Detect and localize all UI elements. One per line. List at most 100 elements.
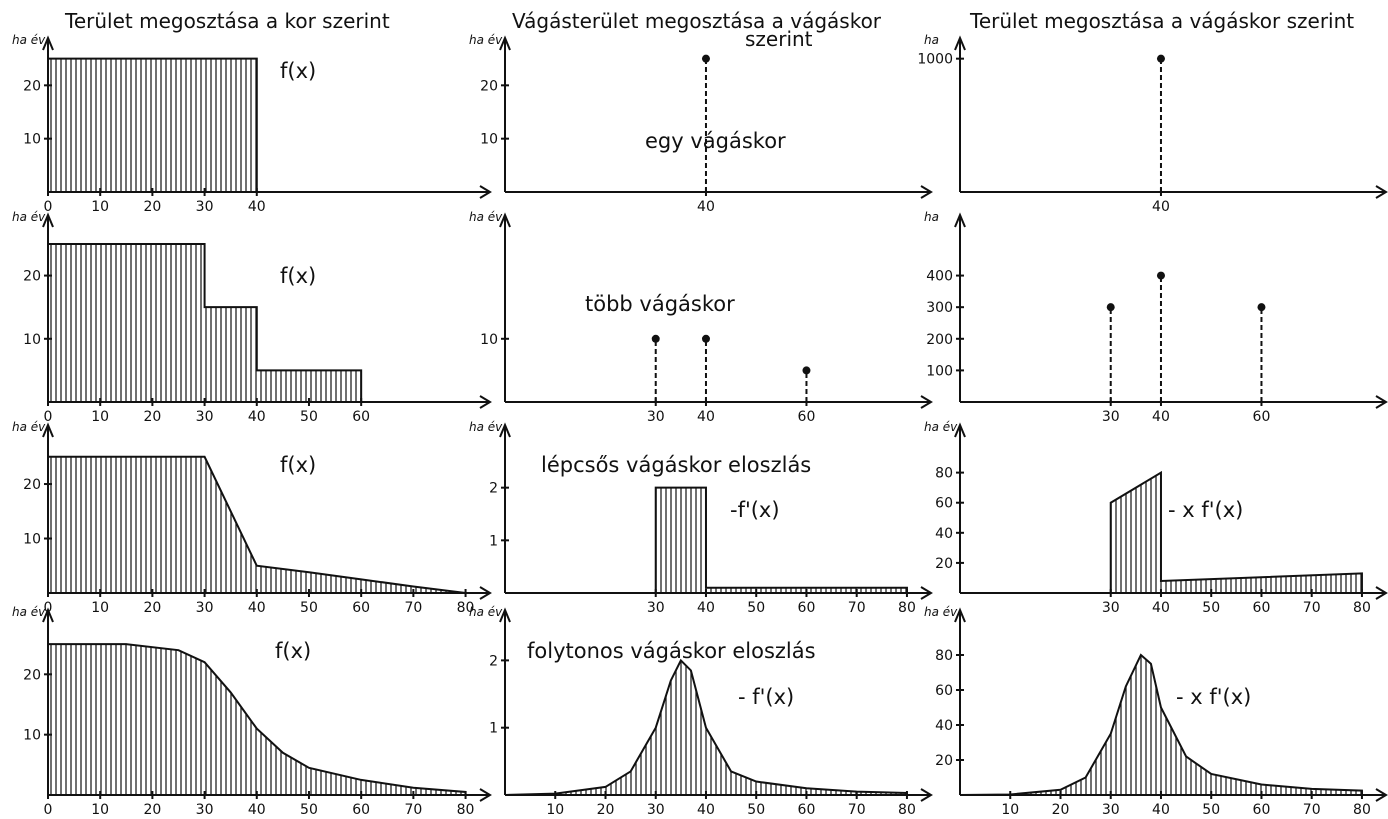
y-axis-arrow	[954, 422, 966, 438]
annotation-1: f(x)	[280, 453, 316, 477]
panel-r3c3: ha év 30 40 50 60 70 80 20 40 60 80 - x f'(x)	[924, 420, 1388, 616]
x-tick-label: 40	[248, 199, 266, 215]
x-tick-label: 0	[44, 409, 53, 425]
annotation-1: f(x)	[280, 59, 316, 83]
x-tick-label: 40	[1152, 409, 1170, 425]
x-tick-label: 50	[300, 600, 318, 616]
x-tick-label: 40	[697, 199, 715, 215]
x-tick-label: 70	[1303, 802, 1321, 818]
y-tick-label: 300	[926, 300, 953, 316]
y-tick-label: 40	[935, 718, 953, 734]
y-tick-label: 40	[935, 526, 953, 542]
area-fill	[48, 644, 466, 795]
area-outline	[1109, 470, 1363, 593]
y-tick-label: 2	[489, 481, 498, 497]
column-title-1: Terület megosztása a kor szerint	[64, 9, 390, 33]
stem-point-0	[1156, 54, 1165, 63]
panel-r2c1: ha év 0 10 20 30 40 50 60 10 20 f(x)	[12, 210, 492, 425]
x-tick-label: 60	[1253, 409, 1271, 425]
x-axis-arrow	[479, 788, 492, 802]
x-tick-label: 80	[898, 600, 916, 616]
x-tick-label: 50	[747, 802, 765, 818]
x-tick-label: 50	[300, 409, 318, 425]
x-tick-label: 30	[1102, 600, 1120, 616]
x-tick-label: 80	[457, 600, 475, 616]
panel-r1c2: ha év 40 10 20 egy vágáskor	[469, 33, 933, 215]
y-tick-label: 10	[23, 532, 41, 548]
x-tick-label: 20	[143, 802, 161, 818]
y-axis-label: ha	[924, 33, 939, 47]
y-tick-label: 10	[23, 728, 41, 744]
annotation-1: folytonos vágáskor eloszlás	[527, 639, 816, 663]
x-axis-arrow	[1375, 185, 1388, 199]
annotation-2: - f'(x)	[738, 685, 794, 709]
y-axis-arrow	[42, 212, 54, 228]
x-tick-label: 80	[457, 802, 475, 818]
x-tick-label: 30	[647, 409, 665, 425]
x-tick-label: 40	[248, 409, 266, 425]
x-tick-label: 30	[196, 199, 214, 215]
y-axis-label: ha	[924, 210, 939, 224]
x-axis-arrow	[479, 185, 492, 199]
x-tick-label: 40	[248, 600, 266, 616]
panel-r4c1: ha év 0 10 20 30 40 50 60 70 80 10 20 f(x)	[12, 605, 492, 818]
y-axis-arrow	[42, 607, 54, 623]
annotation-1: egy vágáskor	[645, 129, 786, 153]
x-tick-label: 50	[300, 802, 318, 818]
x-tick-label: 10	[91, 802, 109, 818]
x-tick-label: 50	[1202, 600, 1220, 616]
annotation-1: lépcsős vágáskor eloszlás	[541, 453, 811, 477]
x-tick-label: 80	[898, 802, 916, 818]
y-tick-label: 10	[23, 132, 41, 148]
y-tick-label: 200	[926, 332, 953, 348]
y-tick-label: 1	[489, 721, 498, 737]
y-axis-arrow	[954, 212, 966, 228]
x-tick-label: 30	[647, 802, 665, 818]
panel-r3c2: ha év 30 40 50 60 70 80 1 2 lépcsős vágáskor elos…	[469, 420, 933, 616]
x-tick-label: 30	[1102, 409, 1120, 425]
x-tick-label: 80	[1353, 600, 1371, 616]
x-axis-arrow	[920, 586, 933, 600]
x-tick-label: 70	[404, 802, 422, 818]
x-tick-label: 20	[143, 600, 161, 616]
x-tick-label: 20	[1052, 802, 1070, 818]
y-axis-arrow	[954, 607, 966, 623]
x-tick-label: 10	[1001, 802, 1019, 818]
column-title-3: Terület megosztása a vágáskor szerint	[969, 9, 1354, 33]
area-outline	[47, 242, 363, 402]
x-tick-label: 70	[848, 600, 866, 616]
x-tick-label: 30	[647, 600, 665, 616]
y-axis-label: ha év	[469, 420, 503, 434]
y-tick-label: 20	[23, 667, 41, 683]
x-axis-arrow	[1375, 788, 1388, 802]
y-tick-label: 20	[935, 753, 953, 769]
x-tick-label: 40	[1152, 199, 1170, 215]
x-tick-label: 60	[798, 409, 816, 425]
area-outline	[47, 455, 466, 594]
x-tick-label: 40	[697, 600, 715, 616]
x-tick-label: 60	[352, 409, 370, 425]
panel-r2c3: ha 30 40 60 100 200 300 400	[924, 210, 1388, 425]
x-tick-label: 60	[798, 802, 816, 818]
area-outline	[504, 658, 908, 796]
x-tick-label: 20	[597, 802, 615, 818]
x-tick-label: 40	[248, 802, 266, 818]
panel-r1c3: ha 40 1000	[917, 33, 1388, 215]
x-tick-label: 30	[196, 409, 214, 425]
x-tick-label: 20	[143, 409, 161, 425]
x-tick-label: 50	[1202, 802, 1220, 818]
x-axis-arrow	[920, 788, 933, 802]
x-tick-label: 50	[747, 600, 765, 616]
x-tick-label: 40	[1152, 802, 1170, 818]
panel-r1c1: ha év 0 10 20 30 40 10 20 f(x)	[12, 33, 492, 215]
x-tick-label: 60	[1253, 600, 1271, 616]
stem-point-0	[651, 334, 660, 343]
annotation-1: - x f'(x)	[1176, 685, 1251, 709]
y-axis-label: ha év	[469, 605, 503, 619]
y-tick-label: 80	[935, 466, 953, 482]
x-tick-label: 0	[44, 199, 53, 215]
stem-point-0	[1106, 303, 1115, 312]
y-tick-label: 80	[935, 648, 953, 664]
